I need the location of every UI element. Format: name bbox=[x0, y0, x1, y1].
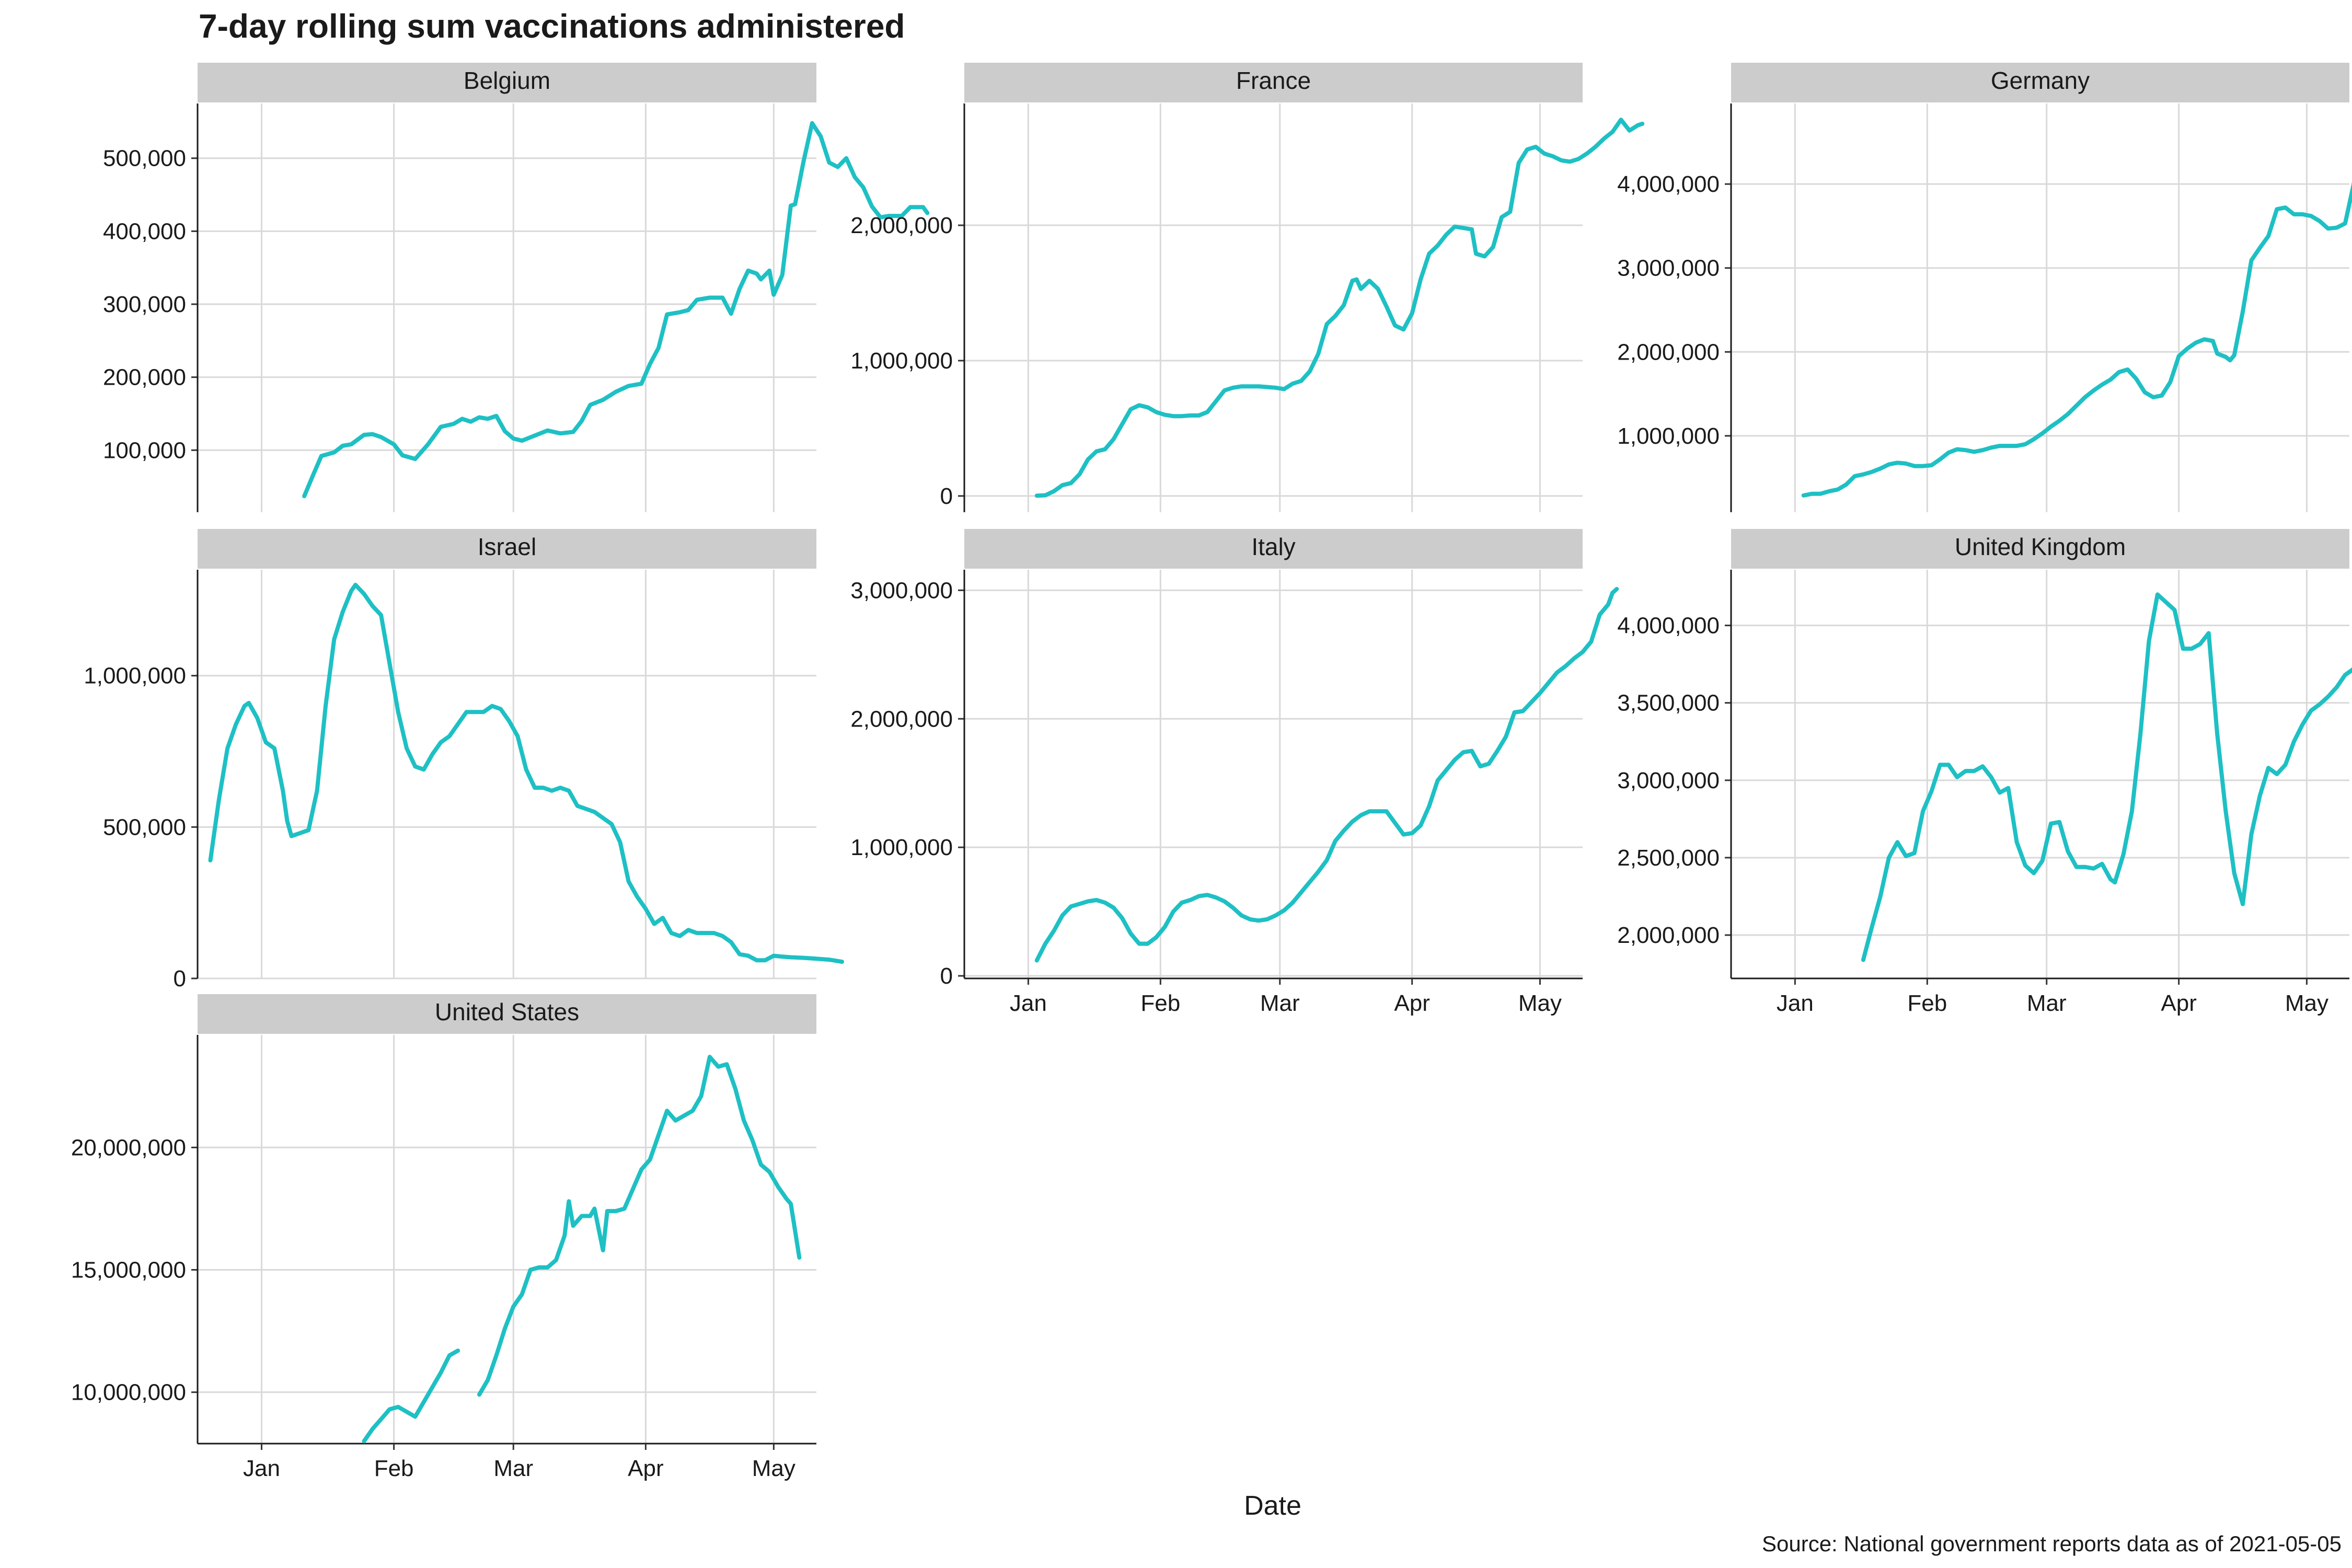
y-tick-label: 200,000 bbox=[103, 365, 186, 390]
chart-title: 7-day rolling sum vaccinations administe… bbox=[199, 7, 905, 45]
y-tick-label: 2,500,000 bbox=[1617, 845, 1720, 871]
y-tick-label: 500,000 bbox=[103, 814, 186, 840]
facet-strip bbox=[1731, 63, 2349, 102]
series-line-united-states bbox=[362, 1348, 460, 1444]
facet-strip bbox=[198, 994, 816, 1034]
facet-strip bbox=[964, 529, 1583, 569]
x-tick-label: May bbox=[752, 1456, 795, 1481]
y-tick-label: 2,000,000 bbox=[1617, 923, 1720, 948]
x-tick-label: Jan bbox=[1777, 990, 1814, 1016]
series-line-united-states bbox=[477, 1055, 802, 1397]
y-tick-label: 0 bbox=[940, 963, 953, 989]
x-tick-label: Apr bbox=[1394, 990, 1429, 1016]
y-tick-label: 2,000,000 bbox=[850, 213, 953, 238]
y-tick-label: 100,000 bbox=[103, 437, 186, 463]
panel-united-states: United States 10,000,000 15,000,000 20,000,… bbox=[71, 994, 816, 1481]
facet-strip bbox=[198, 63, 816, 102]
y-tick-label: 3,000,000 bbox=[1617, 256, 1720, 281]
x-tick-label: Mar bbox=[1260, 990, 1300, 1016]
x-tick-label: Mar bbox=[493, 1456, 533, 1481]
facet-label: Israel bbox=[478, 533, 536, 560]
y-tick-label: 0 bbox=[940, 483, 953, 509]
panel-israel: Israel 0 500,000 1,000,000 bbox=[84, 529, 844, 991]
y-tick-label: 2,000,000 bbox=[1617, 339, 1720, 365]
x-tick-label: Jan bbox=[1010, 990, 1047, 1016]
facet-strip bbox=[1731, 529, 2349, 569]
x-axis-title: Date bbox=[1244, 1491, 1301, 1521]
facet-label: United Kingdom bbox=[1955, 533, 2126, 560]
y-tick-label: 3,000,000 bbox=[850, 578, 953, 603]
x-tick-label: May bbox=[1518, 990, 1562, 1016]
panel-united-kingdom: United Kingdom 2,000,000 2,500,000 3,000,00… bbox=[1617, 529, 2352, 1016]
y-tick-label: 400,000 bbox=[103, 218, 186, 244]
y-tick-label: 1,000,000 bbox=[850, 348, 953, 374]
series-line-united-kingdom bbox=[1861, 592, 2352, 962]
y-tick-label: 1,000,000 bbox=[850, 835, 953, 860]
y-tick-label: 4,000,000 bbox=[1617, 171, 1720, 197]
x-tick-label: Apr bbox=[628, 1456, 663, 1481]
y-tick-label: 3,500,000 bbox=[1617, 690, 1720, 716]
facet-panels: Belgium 100,000 200,000 300,000 400,000 500,0… bbox=[71, 63, 2352, 1481]
facet-label: Belgium bbox=[464, 67, 550, 94]
facet-label: Italy bbox=[1251, 533, 1295, 560]
facet-strip bbox=[198, 529, 816, 569]
panel-france: France 0 1,000,000 2,000,000 bbox=[850, 63, 1645, 512]
facet-label: France bbox=[1236, 67, 1311, 94]
y-tick-label: 15,000,000 bbox=[71, 1258, 186, 1283]
y-tick-label: 4,000,000 bbox=[1617, 613, 1720, 639]
x-tick-label: Feb bbox=[374, 1456, 414, 1481]
source-caption: Source: National government reports data… bbox=[1762, 1531, 2342, 1556]
y-tick-label: 500,000 bbox=[103, 146, 186, 171]
facet-label: Germany bbox=[1991, 67, 2090, 94]
facet-label: United States bbox=[435, 998, 579, 1025]
y-tick-label: 2,000,000 bbox=[850, 706, 953, 732]
panel-belgium: Belgium 100,000 200,000 300,000 400,000 500,0… bbox=[103, 63, 930, 512]
y-tick-label: 0 bbox=[174, 966, 186, 991]
x-tick-label: Apr bbox=[2161, 990, 2196, 1016]
y-tick-label: 1,000,000 bbox=[1617, 423, 1720, 449]
series-line-italy bbox=[1034, 586, 1619, 963]
x-tick-label: Feb bbox=[1907, 990, 1947, 1016]
series-line-germany bbox=[1801, 181, 2352, 498]
y-tick-label: 300,000 bbox=[103, 292, 186, 317]
y-tick-label: 20,000,000 bbox=[71, 1135, 186, 1160]
facet-strip bbox=[964, 63, 1583, 102]
x-tick-label: May bbox=[2285, 990, 2328, 1016]
y-tick-label: 3,000,000 bbox=[1617, 768, 1720, 793]
series-line-france bbox=[1034, 118, 1645, 498]
x-tick-label: Jan bbox=[243, 1456, 280, 1481]
panel-germany: Germany 1,000,000 2,000,000 3,000,000 4,000,… bbox=[1617, 63, 2352, 512]
x-tick-label: Mar bbox=[2027, 990, 2067, 1016]
series-line-israel bbox=[208, 583, 844, 964]
series-line-belgium bbox=[302, 121, 930, 499]
y-tick-label: 1,000,000 bbox=[84, 663, 186, 689]
y-tick-label: 10,000,000 bbox=[71, 1380, 186, 1405]
x-tick-label: Feb bbox=[1140, 990, 1180, 1016]
panel-italy: Italy 0 1,000,000 2,000,000 3,000,000 Jan Feb M… bbox=[850, 529, 1619, 1016]
